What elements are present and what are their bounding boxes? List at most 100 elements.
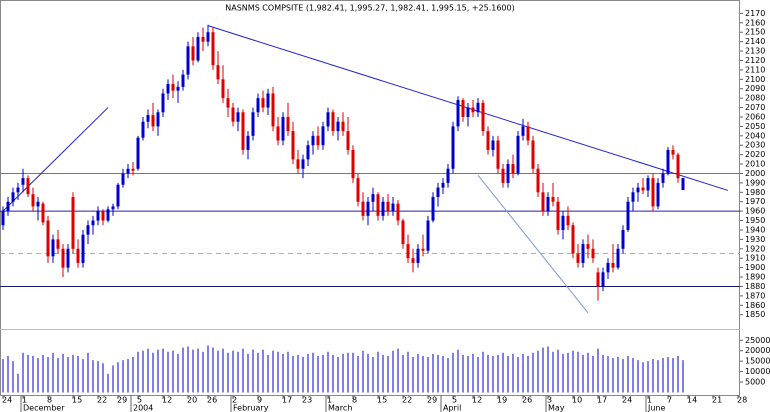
volume-bar — [57, 358, 59, 393]
volume-bar — [587, 352, 589, 393]
candle-body — [681, 178, 685, 191]
candle-body — [641, 187, 645, 191]
trend-line — [477, 175, 589, 314]
volume-bar — [87, 352, 89, 393]
candle-body — [111, 206, 115, 210]
volume-bar — [122, 360, 124, 393]
candle-body — [296, 159, 300, 169]
candle-body — [116, 184, 120, 207]
volume-bar — [292, 355, 294, 393]
volume-bar — [137, 351, 139, 393]
volume-bar — [282, 353, 284, 393]
volume-bar — [417, 353, 419, 393]
volume-bar — [27, 354, 29, 393]
volume-bar — [332, 354, 334, 393]
candle-body — [571, 225, 575, 254]
volume-bar — [152, 352, 154, 393]
candle-body — [226, 98, 230, 108]
volume-bar — [372, 356, 374, 393]
volume-bar — [202, 351, 204, 393]
volume-bar — [487, 354, 489, 393]
volume-bar — [257, 352, 259, 393]
candle-body — [201, 36, 205, 42]
volume-bar — [247, 353, 249, 393]
candle-body — [221, 79, 225, 99]
volume-bar — [182, 347, 184, 393]
candle-body — [81, 234, 85, 263]
candle-body — [611, 262, 615, 268]
volume-bar — [532, 352, 534, 393]
candle-body — [211, 32, 215, 66]
y-tick-label: 1940 — [745, 225, 765, 234]
candle-body — [291, 131, 295, 160]
volume-bar — [507, 355, 509, 393]
volume-tick-label: 10000 — [745, 367, 770, 376]
volume-bar — [422, 355, 424, 393]
candle-body — [671, 149, 675, 155]
volume-bar — [97, 361, 99, 393]
candle-body — [176, 86, 180, 91]
trend-line — [2, 107, 109, 212]
x-tick-label: 20 — [187, 396, 197, 405]
x-tick-label: 28 — [737, 396, 747, 405]
candle-body — [451, 126, 455, 169]
candle-body — [246, 135, 250, 150]
candle-body — [576, 253, 580, 263]
candle-body — [526, 126, 530, 141]
plot-frame — [0, 0, 740, 396]
y-tick-label: 1920 — [745, 244, 765, 253]
candle-body — [46, 220, 50, 257]
candle-body — [506, 164, 510, 183]
candle-body — [621, 229, 625, 249]
candle-body — [376, 194, 380, 216]
x-tick-label: 12 — [162, 396, 172, 405]
volume-bar — [437, 354, 439, 393]
candle-body — [481, 102, 485, 132]
candle-body — [476, 102, 480, 113]
volume-bar — [262, 349, 264, 393]
candle-body — [546, 197, 550, 212]
candle-body — [466, 107, 470, 117]
volume-bar — [242, 348, 244, 393]
volume-bar — [672, 358, 674, 393]
candle-body — [86, 225, 90, 235]
candle-body — [616, 248, 620, 268]
volume-bar — [657, 360, 659, 393]
volume-bar — [412, 356, 414, 393]
candle-body — [151, 115, 155, 127]
volume-bar — [632, 358, 634, 393]
volume-bar — [572, 350, 574, 393]
y-tick-label: 1970 — [745, 197, 765, 206]
y-tick-label: 2080 — [745, 94, 765, 103]
candle-body — [361, 201, 365, 216]
volume-bar — [177, 353, 179, 393]
candle-body — [411, 258, 415, 263]
x-tick-label: 3 — [547, 396, 552, 405]
volume-bar — [497, 354, 499, 393]
month-label: May — [548, 404, 565, 412]
candle-body — [71, 197, 75, 249]
candle-body — [511, 164, 515, 174]
volume-bar — [482, 351, 484, 393]
volume-tick-label: 25000 — [745, 336, 770, 345]
volume-bar — [187, 346, 189, 393]
candle-body — [541, 192, 545, 212]
candle-body — [676, 154, 680, 179]
volume-bar — [377, 351, 379, 393]
candle-body — [141, 121, 145, 138]
volume-bar — [252, 349, 254, 393]
y-tick-label: 1960 — [745, 207, 765, 216]
volume-bar — [167, 351, 169, 393]
volume-bar — [612, 358, 614, 393]
y-tick-label: 1860 — [745, 301, 765, 310]
y-tick-label: 1950 — [745, 216, 765, 225]
x-tick-label: 17 — [597, 396, 607, 405]
candle-body — [436, 187, 440, 198]
x-tick-label: 1 — [647, 396, 652, 405]
candle-body — [661, 173, 665, 183]
candle-body — [271, 93, 275, 127]
candle-body — [326, 112, 330, 127]
candle-body — [471, 107, 475, 113]
candle-body — [356, 178, 360, 202]
candle-body — [586, 244, 590, 249]
